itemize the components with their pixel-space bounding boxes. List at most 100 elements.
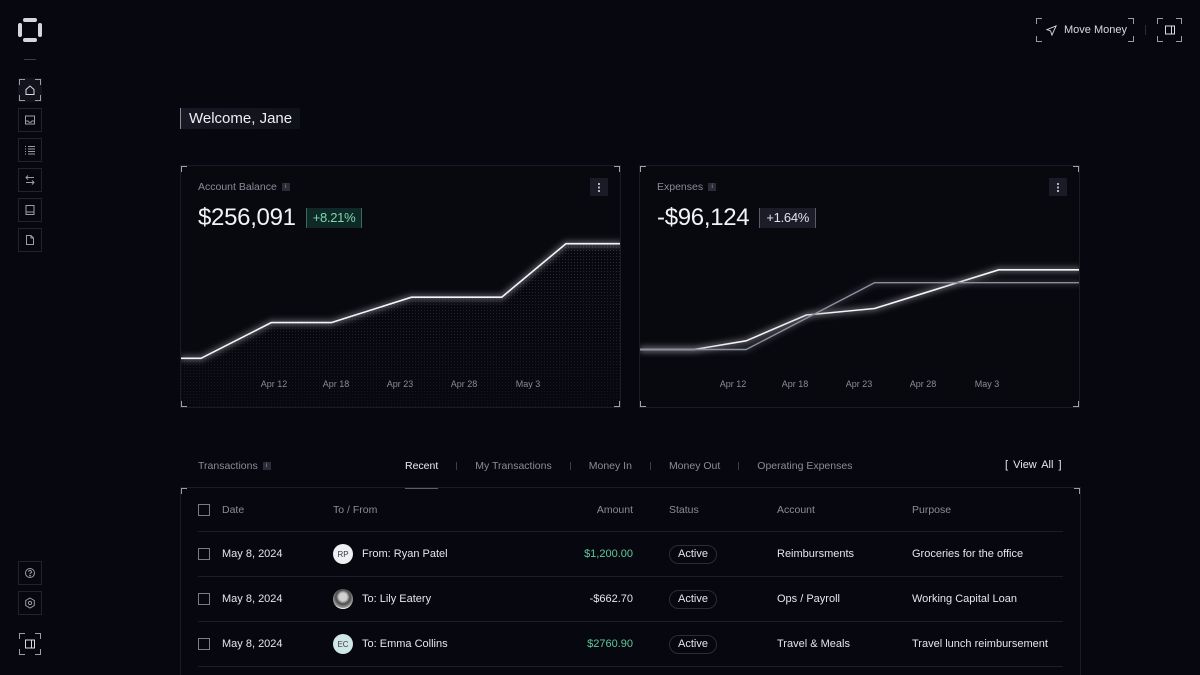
row-purpose: Travel lunch reimbursement — [912, 638, 1048, 650]
transactions-table: Date To / From Amount Status Account Pur… — [180, 487, 1081, 675]
x-tick-label: Apr 23 — [846, 379, 873, 389]
table-row[interactable]: May 8, 2024 To: Lily Eatery -$662.70 Active… — [198, 577, 1063, 622]
sidebar-item-cards[interactable] — [18, 198, 42, 222]
series-line-previous — [640, 282, 1079, 351]
sidebar-item-list[interactable] — [18, 138, 42, 162]
sidebar-item-home[interactable] — [18, 78, 42, 102]
row-date: May 8, 2024 — [222, 593, 283, 605]
row-account: Ops / Payroll — [777, 593, 840, 605]
row-checkbox[interactable] — [198, 548, 210, 560]
row-to-from: EC To: Emma Collins — [333, 622, 448, 666]
document-icon — [26, 235, 34, 245]
sidebar-item-transfers[interactable] — [18, 168, 42, 192]
expenses-value: -$96,124 — [657, 204, 750, 231]
x-tick-label: Apr 28 — [910, 379, 937, 389]
avatar: EC — [333, 634, 353, 654]
sidebar-panel-icon — [25, 639, 35, 649]
row-counterparty: To: Lily Eatery — [362, 593, 432, 605]
row-date: May 8, 2024 — [222, 638, 283, 650]
move-money-button[interactable]: Move Money — [1036, 18, 1134, 42]
row-counterparty: To: Emma Collins — [362, 638, 448, 650]
column-purpose[interactable]: Purpose — [912, 503, 952, 516]
home-icon — [25, 85, 35, 95]
sidebar-item-documents[interactable] — [18, 228, 42, 252]
more-vertical-icon — [598, 182, 600, 192]
collapse-sidebar-button[interactable] — [18, 632, 42, 656]
tab-divider — [569, 462, 571, 470]
avatar: RP — [333, 544, 353, 564]
help-button[interactable] — [18, 561, 42, 585]
transaction-tabs: Recent My Transactions Money In Money Ou… — [405, 458, 853, 489]
row-account: Travel & Meals — [777, 638, 850, 650]
sidebar — [0, 0, 60, 675]
info-icon[interactable]: i — [262, 462, 271, 470]
account-balance-delta: +8.21% — [305, 208, 363, 228]
tab-money-in[interactable]: Money In — [588, 460, 632, 472]
table-row[interactable]: May 8, 2024 RP From: Ryan Patel $1,200.00 Ac… — [198, 532, 1063, 577]
account-balance-value: $256,091 — [198, 204, 296, 231]
status-badge: Active — [669, 589, 717, 609]
account-balance-label: Account Balance i — [198, 181, 290, 193]
expenses-delta: +1.64% — [759, 208, 817, 228]
tab-recent[interactable]: Recent — [405, 460, 439, 489]
account-balance-menu-button[interactable] — [590, 178, 608, 196]
info-icon[interactable]: i — [281, 183, 290, 191]
sidebar-item-inbox[interactable] — [18, 108, 42, 132]
series-line-balance — [181, 242, 620, 360]
sidebar-divider — [24, 59, 36, 60]
topbar-divider — [1145, 25, 1146, 35]
row-to-from: RP From: Ryan Patel — [333, 532, 448, 576]
account-balance-title: Account Balance — [198, 181, 277, 193]
row-amount: $2760.90 — [587, 638, 633, 650]
column-amount[interactable]: Amount — [596, 503, 633, 516]
status-badge: Active — [669, 634, 717, 654]
row-checkbox[interactable] — [198, 593, 210, 605]
row-purpose: Groceries for the office — [912, 548, 1024, 560]
select-all-checkbox[interactable] — [198, 503, 210, 516]
x-tick-label: Apr 18 — [782, 379, 809, 389]
row-amount: -$662.70 — [589, 593, 633, 605]
info-icon[interactable]: i — [708, 183, 717, 191]
inbox-icon — [25, 115, 35, 125]
row-amount: $1,200.00 — [584, 548, 633, 560]
account-balance-value-row: $256,091 +8.21% — [198, 204, 363, 232]
view-all-link[interactable]: [ View All ] — [1005, 459, 1062, 471]
x-tick-label: May 3 — [975, 379, 1000, 389]
expenses-value-row: -$96,124 +1.64% — [657, 204, 817, 232]
row-checkbox[interactable] — [198, 638, 210, 650]
row-to-from: To: Lily Eatery — [333, 577, 431, 621]
table-header: Date To / From Amount Status Account Pur… — [198, 488, 1063, 532]
tab-money-out[interactable]: Money Out — [668, 460, 721, 472]
help-icon — [25, 568, 35, 578]
tab-divider — [456, 462, 458, 470]
column-to-from[interactable]: To / From — [333, 503, 378, 516]
more-vertical-icon — [1057, 182, 1059, 192]
expenses-label: Expenses i — [657, 181, 717, 193]
column-date[interactable]: Date — [222, 503, 245, 516]
book-icon — [25, 205, 35, 215]
series-glow — [640, 280, 1079, 352]
tab-operating-expenses[interactable]: Operating Expenses — [757, 460, 853, 472]
right-panel-icon — [1164, 25, 1175, 35]
send-icon — [1046, 24, 1057, 36]
gear-icon — [25, 597, 35, 609]
move-money-label: Move Money — [1064, 24, 1127, 36]
area-fill — [181, 243, 620, 407]
row-date: May 8, 2024 — [222, 548, 283, 560]
settings-button[interactable] — [18, 591, 42, 615]
table-row[interactable]: May 8, 2024 EC To: Emma Collins $2760.90 Act… — [198, 622, 1063, 667]
row-account: Reimbursments — [777, 548, 855, 560]
tab-divider — [738, 462, 740, 470]
expenses-card: Apr 12 Apr 18 Apr 23 Apr 28 May 3 Expenses i… — [639, 165, 1080, 408]
toggle-panel-button[interactable] — [1157, 18, 1182, 42]
logo-icon[interactable] — [17, 17, 43, 43]
column-status[interactable]: Status — [669, 503, 699, 516]
transactions-label: Transactions i — [198, 460, 271, 472]
column-account[interactable]: Account — [777, 503, 815, 516]
transactions-title: Transactions — [198, 460, 258, 472]
expenses-menu-button[interactable] — [1049, 178, 1067, 196]
avatar — [333, 589, 353, 609]
tab-my-transactions[interactable]: My Transactions — [475, 460, 552, 472]
list-icon — [25, 146, 35, 155]
